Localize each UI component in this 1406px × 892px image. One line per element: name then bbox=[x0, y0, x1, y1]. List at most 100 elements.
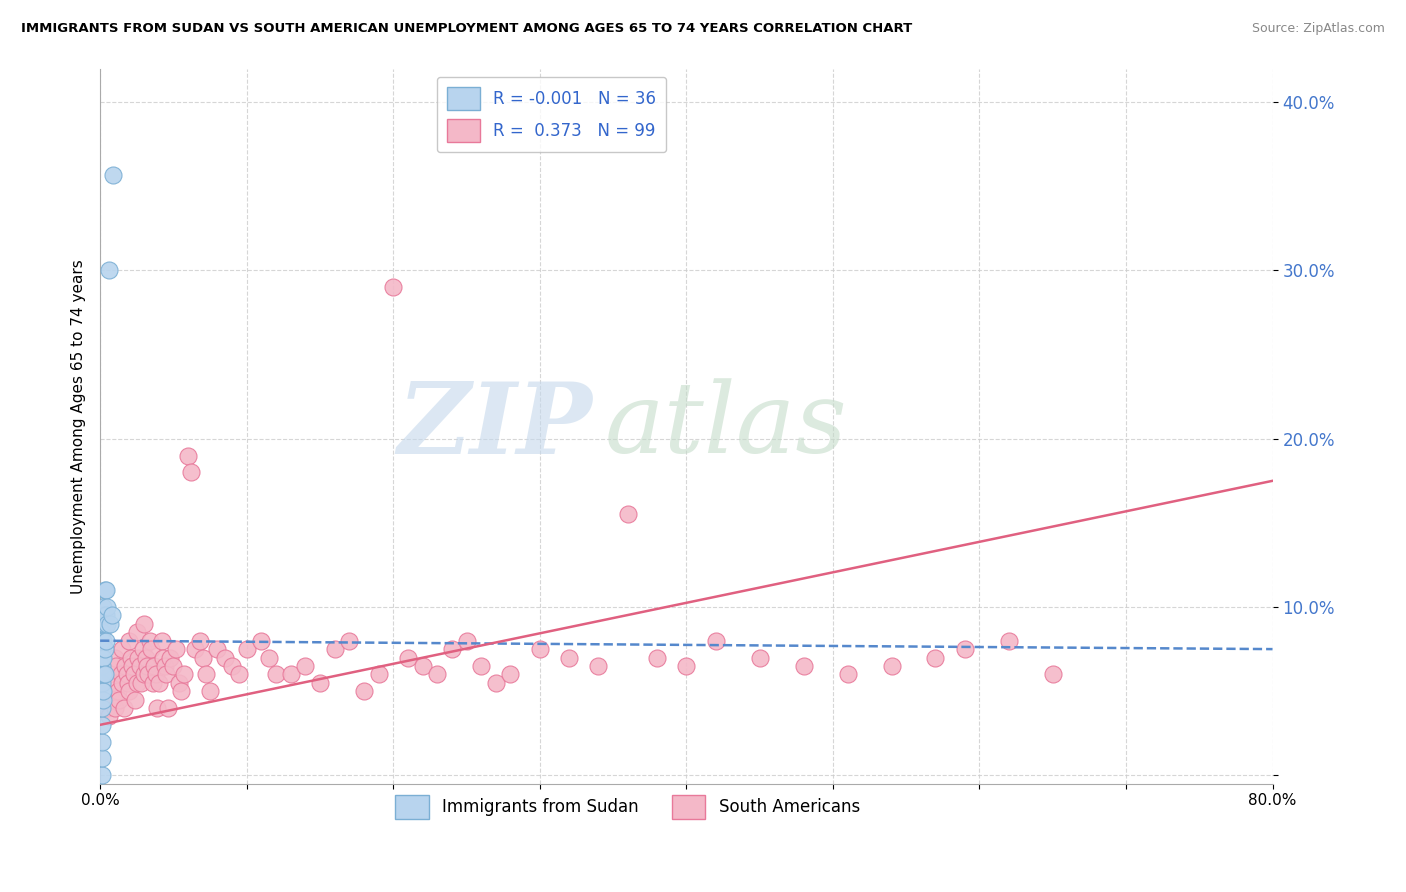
Point bbox=[91, 684, 114, 698]
Point bbox=[97, 263, 120, 277]
Point bbox=[159, 650, 181, 665]
Point bbox=[207, 642, 229, 657]
Text: ZIP: ZIP bbox=[398, 378, 592, 475]
Point bbox=[101, 675, 124, 690]
Point bbox=[131, 642, 153, 657]
Point bbox=[132, 667, 155, 681]
Point bbox=[94, 633, 117, 648]
Point bbox=[118, 633, 141, 648]
Point bbox=[125, 625, 148, 640]
Point bbox=[675, 659, 697, 673]
Point bbox=[125, 675, 148, 690]
Point bbox=[96, 701, 118, 715]
Point bbox=[91, 616, 114, 631]
Point bbox=[100, 667, 122, 681]
Y-axis label: Unemployment Among Ages 65 to 74 years: Unemployment Among Ages 65 to 74 years bbox=[72, 259, 86, 593]
Point bbox=[96, 600, 118, 615]
Point bbox=[124, 692, 146, 706]
Point bbox=[997, 633, 1019, 648]
Point bbox=[93, 616, 115, 631]
Point bbox=[103, 692, 125, 706]
Point bbox=[221, 659, 243, 673]
Point bbox=[367, 667, 389, 681]
Point bbox=[191, 650, 214, 665]
Point bbox=[93, 642, 115, 657]
Point bbox=[169, 675, 191, 690]
Point bbox=[105, 659, 128, 673]
Point bbox=[93, 583, 115, 598]
Point bbox=[588, 659, 610, 673]
Point bbox=[104, 701, 127, 715]
Point bbox=[152, 650, 174, 665]
Point bbox=[177, 449, 200, 463]
Point bbox=[748, 650, 770, 665]
Legend: Immigrants from Sudan, South Americans: Immigrants from Sudan, South Americans bbox=[389, 789, 866, 825]
Text: atlas: atlas bbox=[605, 378, 846, 474]
Point bbox=[97, 709, 120, 723]
Point bbox=[412, 659, 434, 673]
Point bbox=[170, 684, 193, 698]
Point bbox=[127, 650, 149, 665]
Point bbox=[129, 675, 152, 690]
Point bbox=[228, 667, 250, 681]
Point bbox=[117, 675, 139, 690]
Point bbox=[90, 734, 112, 748]
Point bbox=[150, 633, 173, 648]
Point bbox=[90, 684, 112, 698]
Point bbox=[793, 659, 815, 673]
Point bbox=[280, 667, 302, 681]
Point bbox=[96, 616, 118, 631]
Point bbox=[396, 650, 419, 665]
Point bbox=[141, 642, 163, 657]
Point bbox=[91, 667, 114, 681]
Point bbox=[485, 675, 508, 690]
Point bbox=[250, 633, 273, 648]
Point bbox=[100, 616, 122, 631]
Point bbox=[90, 642, 112, 657]
Point bbox=[235, 642, 257, 657]
Point bbox=[90, 701, 112, 715]
Point bbox=[704, 633, 727, 648]
Point bbox=[112, 701, 135, 715]
Point bbox=[94, 608, 117, 623]
Point bbox=[499, 667, 522, 681]
Point bbox=[91, 692, 114, 706]
Point bbox=[90, 718, 112, 732]
Point bbox=[108, 692, 131, 706]
Point bbox=[90, 751, 112, 765]
Point bbox=[837, 667, 859, 681]
Point bbox=[136, 659, 159, 673]
Point bbox=[93, 667, 115, 681]
Point bbox=[156, 701, 179, 715]
Point bbox=[155, 667, 177, 681]
Point bbox=[880, 659, 903, 673]
Point bbox=[90, 650, 112, 665]
Point bbox=[91, 608, 114, 623]
Point bbox=[146, 701, 169, 715]
Point bbox=[90, 633, 112, 648]
Point bbox=[94, 583, 117, 598]
Point bbox=[162, 659, 184, 673]
Point bbox=[101, 608, 124, 623]
Point bbox=[93, 608, 115, 623]
Point bbox=[456, 633, 478, 648]
Point bbox=[90, 768, 112, 782]
Point bbox=[426, 667, 449, 681]
Point bbox=[90, 608, 112, 623]
Point bbox=[529, 642, 551, 657]
Point bbox=[294, 659, 316, 673]
Point bbox=[107, 684, 129, 698]
Point bbox=[953, 642, 976, 657]
Point bbox=[145, 667, 167, 681]
Point bbox=[180, 466, 202, 480]
Point bbox=[337, 633, 360, 648]
Text: IMMIGRANTS FROM SUDAN VS SOUTH AMERICAN UNEMPLOYMENT AMONG AGES 65 TO 74 YEARS C: IMMIGRANTS FROM SUDAN VS SOUTH AMERICAN … bbox=[21, 22, 912, 36]
Point bbox=[184, 642, 207, 657]
Point bbox=[111, 675, 134, 690]
Point bbox=[309, 675, 332, 690]
Point bbox=[165, 642, 187, 657]
Point bbox=[91, 633, 114, 648]
Point bbox=[616, 508, 638, 522]
Point bbox=[135, 650, 157, 665]
Point bbox=[114, 659, 136, 673]
